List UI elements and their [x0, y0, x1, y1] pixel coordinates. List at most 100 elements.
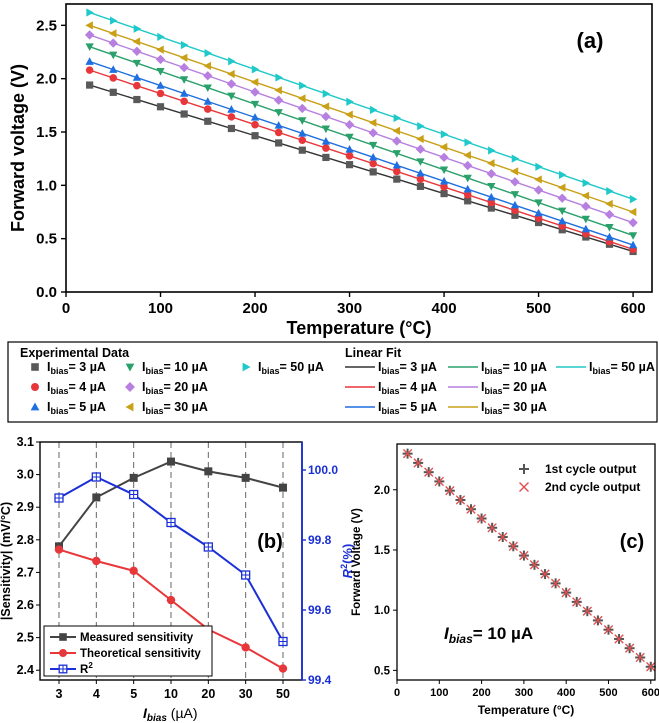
data-point-s6-0 [86, 8, 94, 17]
data-point-s1-13 [540, 569, 550, 579]
data-point-s0-3-shape [167, 457, 175, 466]
legend-entry-5-part: = 30 µA [164, 400, 208, 414]
data-point-s3-23 [628, 232, 638, 240]
data-point-s2-5-shape [203, 97, 212, 105]
legend-fit-entry-1-part: bias [381, 386, 399, 396]
data-point-s1-17 [487, 198, 496, 207]
data-point-s6-8-shape [275, 73, 283, 82]
data-point-s4-4 [179, 62, 189, 73]
data-point-s1-14 [550, 578, 561, 589]
data-point-s3-12-shape [369, 141, 378, 150]
data-point-s0-18-shape [511, 211, 519, 219]
data-point-s5-9 [297, 94, 306, 103]
data-point-s4-4-shape [179, 62, 189, 73]
data-point-s2-14-shape [416, 168, 425, 177]
data-point-s1-18-shape [511, 206, 519, 215]
data-point-s0-3 [167, 457, 175, 466]
data-point-s1-18-d2 [593, 615, 603, 626]
x-tick-label: 100 [430, 687, 448, 699]
data-point-s2-17-shape [487, 192, 496, 201]
data-point-s5-7-shape [250, 78, 259, 87]
data-point-s0-4 [180, 110, 188, 118]
data-point-s0-7-shape [251, 132, 259, 140]
data-point-s6-16-shape [464, 138, 473, 147]
data-point-s4-3 [155, 54, 166, 65]
data-point-s4-19 [533, 185, 544, 195]
legend-fit-entry-5-part: I [481, 400, 484, 414]
y-tick-label: 2.6 [17, 598, 34, 612]
legend-marker-1-d2 [519, 482, 529, 492]
data-point-s5-20-shape [557, 183, 566, 192]
legend-marker-2 [58, 664, 68, 674]
data-point-s2-5 [241, 570, 251, 580]
data-point-s5-21 [581, 191, 590, 200]
data-point-s6-16 [464, 138, 473, 147]
fit-line-6 [89, 11, 634, 200]
data-point-s1-16-shape [463, 191, 472, 199]
data-point-s6-19-shape [535, 162, 543, 171]
data-point-s1-20 [614, 634, 624, 644]
data-point-s3-22 [605, 224, 614, 232]
data-point-s3-8 [274, 109, 283, 117]
data-point-s2-13-shape [392, 160, 401, 169]
legend-entry-1-part: bias [50, 386, 68, 396]
data-point-s3-20-shape [558, 207, 567, 216]
legend-entry-5-part: I [142, 400, 145, 414]
data-point-s1-22-d2 [635, 652, 645, 663]
data-point-s5-13 [392, 126, 401, 135]
y-tick-label: 1.5 [374, 545, 391, 557]
annotation-ibias-part: I [444, 624, 450, 643]
data-point-s2-4 [203, 542, 213, 552]
x-axis-label: Temperature (°C) [478, 703, 575, 717]
legend-marker-0-shape [59, 633, 67, 641]
data-point-s1-12-d2 [529, 560, 540, 570]
data-point-s1-21 [624, 643, 635, 653]
x-tick-label: 600 [621, 300, 646, 317]
data-point-s5-10 [321, 102, 330, 111]
data-point-s2-15 [439, 176, 449, 185]
data-point-s1-0-shape [85, 66, 94, 74]
data-point-s6-11 [346, 97, 354, 106]
data-point-s1-9-shape [298, 136, 307, 145]
data-point-s0-11-shape [345, 161, 354, 169]
panel-label-c: (c) [620, 531, 644, 553]
y-tick-label: 0.0 [36, 284, 57, 301]
data-point-s1-15-d2 [561, 587, 571, 598]
legend-fit-entry-5-part: bias [484, 406, 502, 416]
data-point-s3-20 [558, 207, 567, 216]
x-tick-label: 200 [472, 687, 490, 699]
data-point-s5-10-shape [321, 102, 330, 111]
data-point-s1-18 [593, 615, 603, 626]
data-point-s0-8 [275, 139, 283, 147]
legend-marker-4-shape [125, 382, 135, 392]
data-point-s1-3-shape [156, 89, 165, 98]
data-point-s4-15 [439, 152, 449, 163]
legend-entry-1: Ibias= 4 µA [47, 380, 106, 396]
data-point-s2-22-shape [605, 232, 614, 241]
data-point-s5-14 [416, 134, 424, 144]
panel-label-b: (b) [257, 531, 283, 553]
y2-tick-label: 100.0 [308, 463, 338, 477]
data-point-s6-0-shape [86, 8, 94, 17]
data-point-s4-12 [368, 128, 378, 138]
data-point-s3-15-shape [439, 166, 449, 175]
data-point-s5-11 [345, 110, 353, 119]
data-point-s4-20 [557, 193, 567, 203]
data-point-s1-6-d2 [466, 504, 476, 514]
data-point-s1-3-d2 [434, 476, 444, 487]
data-point-s2-11-shape [345, 145, 354, 153]
data-point-s6-2-shape [133, 24, 142, 33]
legend-entry-2-part: bias [50, 406, 68, 416]
legend-fit-title: Linear Fit [345, 346, 402, 360]
legend-entry-6-part: = 50 µA [280, 360, 324, 374]
data-point-s1-19-d2 [603, 624, 614, 635]
data-point-s2-12 [369, 153, 378, 161]
data-point-s1-16 [463, 191, 472, 199]
data-point-s2-18 [510, 200, 520, 209]
data-point-s4-7 [250, 87, 260, 97]
data-point-s0-10-shape [322, 153, 330, 162]
data-point-s6-15 [440, 130, 449, 139]
data-point-s2-2-shape [132, 73, 142, 81]
data-point-s4-8 [273, 95, 284, 105]
data-point-s2-21-shape [581, 224, 590, 233]
